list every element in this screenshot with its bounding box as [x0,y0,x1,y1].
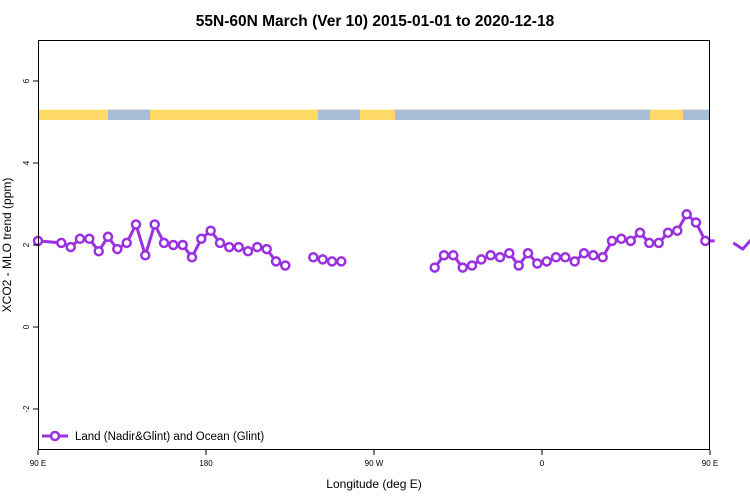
chart-title: 55N-60N March (Ver 10) 2015-01-01 to 202… [196,13,555,30]
data-point [102,231,114,243]
data-point [653,237,664,249]
data-point [121,237,132,249]
data-point [326,256,338,267]
y-tick-label: 2 [22,242,31,247]
x-tick-label: 90 E [702,459,718,468]
land-ocean-band [38,109,710,120]
band-ocean [683,109,710,120]
data-point [224,241,235,253]
data-point [690,217,702,228]
data-point [550,252,562,263]
y-tick-label: 6 [22,78,31,83]
data-point [242,245,254,257]
data-point [634,227,646,238]
data-point [597,252,608,263]
band-land [38,109,710,120]
data-point [336,256,347,267]
data-point [270,256,282,267]
band-ocean [395,109,650,120]
data-point [700,235,711,247]
data-point [140,250,151,261]
series-points [32,209,711,273]
plot-frame [38,40,710,450]
data-point [616,233,627,245]
legend: Land (Nadir&Glint) and Ocean (Glint) [42,430,264,443]
x-tick-label: 90 W [365,459,384,468]
data-point [158,237,170,249]
data-point [588,250,599,261]
data-point [578,247,590,259]
x-tick-label: 90 E [30,459,46,468]
data-point [606,235,618,247]
data-point [429,262,440,273]
data-point [532,258,543,269]
data-point [186,252,198,263]
y-axis: -2 0 2 4 6 [22,78,38,413]
series-line [732,238,750,251]
legend-label: Land (Nadir&Glint) and Ocean (Glint) [75,431,264,443]
data-point [494,252,506,263]
x-axis: 90 E 180 90 W 0 90 E [30,450,718,468]
data-point [662,227,674,238]
data-point [56,237,67,249]
data-point [149,219,160,230]
data-point [438,250,450,261]
data-point [569,256,580,267]
data-point [485,250,496,261]
y-axis-title: XCO2 - MLO trend (ppm) [0,178,14,313]
data-point [74,233,86,245]
data-point [672,225,683,236]
data-point [168,239,179,251]
legend-marker [49,430,61,442]
data-point [130,219,142,230]
data-point [84,233,95,245]
data-point [448,250,459,261]
data-point [112,243,123,255]
data-point [522,247,534,259]
data-point [308,252,319,263]
data-point [261,243,272,255]
data-point [681,209,692,220]
data-point [317,254,328,265]
data-point [233,241,244,253]
data-point [476,254,487,265]
band-ocean [318,109,360,120]
data-point [252,241,263,253]
x-tick-label: 0 [540,459,545,468]
data-point [541,256,552,267]
data-point [466,260,478,271]
data-point [504,247,515,259]
data-point [196,233,207,245]
band-ocean [108,109,150,120]
data-point [214,237,226,249]
data-point [65,241,76,253]
data-point [644,237,655,249]
y-tick-label: 0 [22,324,31,329]
data-point [513,260,524,271]
data-point [280,260,291,271]
data-point [560,252,571,263]
data-point [457,262,468,273]
x-tick-label: 180 [199,459,213,468]
data-point [205,225,216,236]
x-axis-title: Longitude (deg E) [326,477,421,491]
data-point [177,239,188,251]
data-point [93,245,104,257]
y-tick-label: 4 [22,160,31,165]
data-point [625,235,636,247]
y-tick-label: -2 [22,405,31,413]
